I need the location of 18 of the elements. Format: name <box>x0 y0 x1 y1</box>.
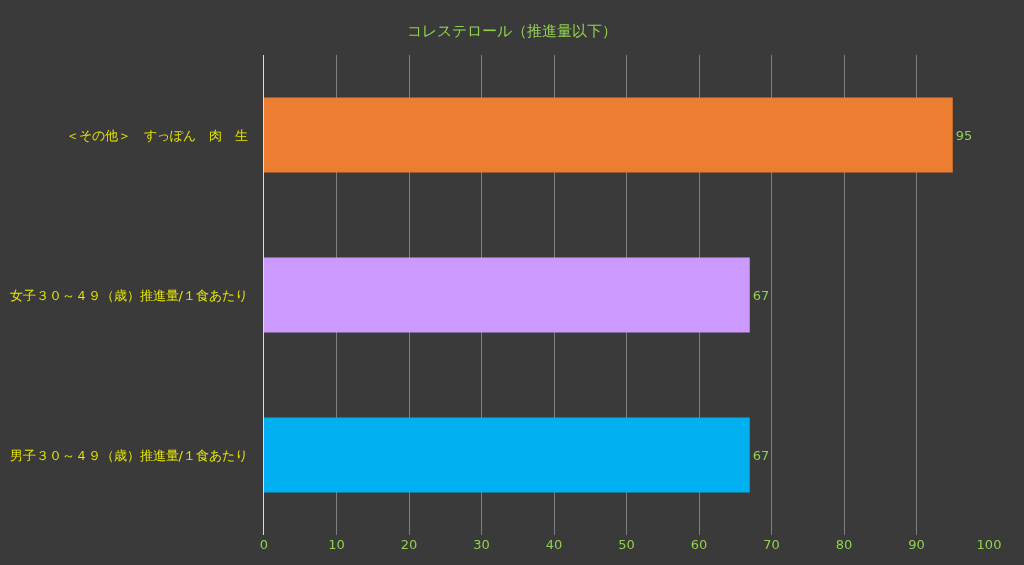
x-tick-label: 20 <box>400 537 418 552</box>
x-tick-label: 90 <box>908 537 925 552</box>
x-tick-label: 0 <box>259 537 269 552</box>
x-tick-label: 40 <box>545 537 563 552</box>
x-tick-label: 80 <box>835 537 853 552</box>
data-label: 67 <box>752 287 770 303</box>
data-label: 67 <box>752 447 770 463</box>
x-tick-label: 100 <box>976 537 1002 552</box>
x-tick-label: 60 <box>690 537 708 552</box>
x-tick-label: 30 <box>473 537 490 552</box>
x-tick-label: 10 <box>328 537 345 552</box>
y-tick-label: 女子３０～４９（歳）推進量/１食あたり <box>9 287 261 303</box>
y-tick-label: 男子３０～４９（歳）推進量/１食あたり <box>9 447 261 463</box>
y-tick-label: ＜その他＞ すっぽん 肉 生 <box>65 127 261 143</box>
x-tick-label: 50 <box>618 537 635 552</box>
chart-title: コレステロール（推進量以下） <box>407 21 617 40</box>
x-tick-label: 70 <box>763 537 780 552</box>
data-label: 95 <box>955 127 973 143</box>
